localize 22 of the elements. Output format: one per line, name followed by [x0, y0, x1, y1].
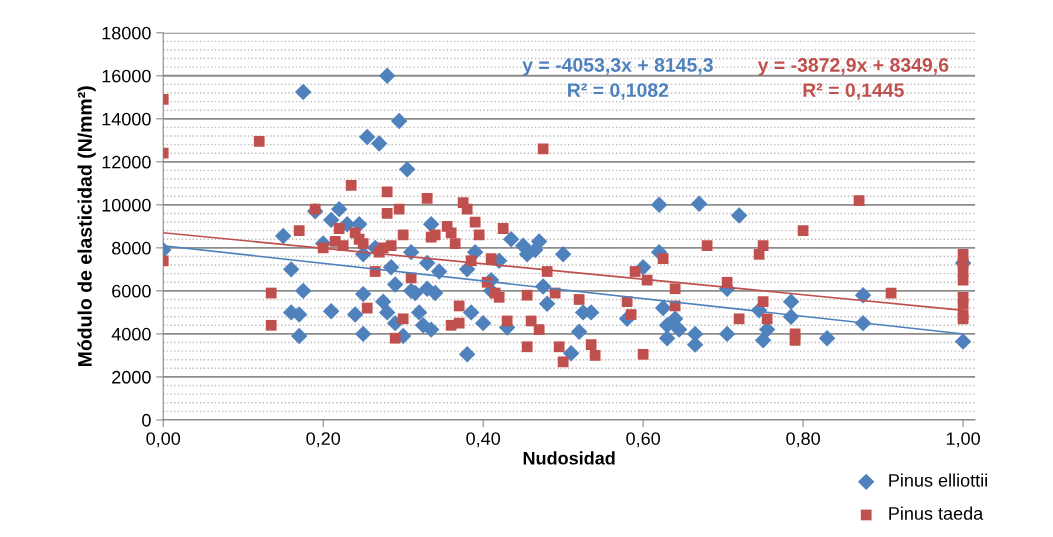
x-axis-title: Nudosidad [523, 451, 615, 465]
legend-label: Pinus elliottii [889, 473, 987, 487]
x-tick-label: 0,80 [786, 432, 820, 448]
y-tick-label: 0 [142, 413, 151, 427]
x-tick-label: 0,40 [466, 432, 501, 448]
y-tick-label: 12000 [102, 155, 151, 169]
legend-label: Pinus taeda [889, 506, 984, 520]
x-tick-label: 1,00 [946, 432, 980, 448]
y-tick-label: 6000 [112, 284, 151, 298]
x-tick-label: 0,60 [626, 432, 660, 448]
y-tick-label: 4000 [111, 327, 151, 341]
y-tick-label: 16000 [102, 69, 151, 83]
y-tick-label: 2000 [112, 370, 151, 384]
annotation: y = -4053,3x + 8145,3 R² = 0,1082 [522, 58, 713, 100]
x-tick-label: 0,20 [306, 432, 341, 448]
y-tick-label: 18000 [102, 26, 151, 40]
y-tick-label: 8000 [112, 241, 151, 255]
annotation: y = -3872,9x + 8349,6 R² = 0,1445 [757, 58, 949, 100]
y-axis-title: Módulo de elasticidad (N/mm²) [77, 86, 96, 367]
x-tick-label: 0,00 [146, 432, 181, 448]
y-tick-label: 10000 [102, 198, 151, 212]
y-tick-label: 14000 [102, 112, 151, 126]
